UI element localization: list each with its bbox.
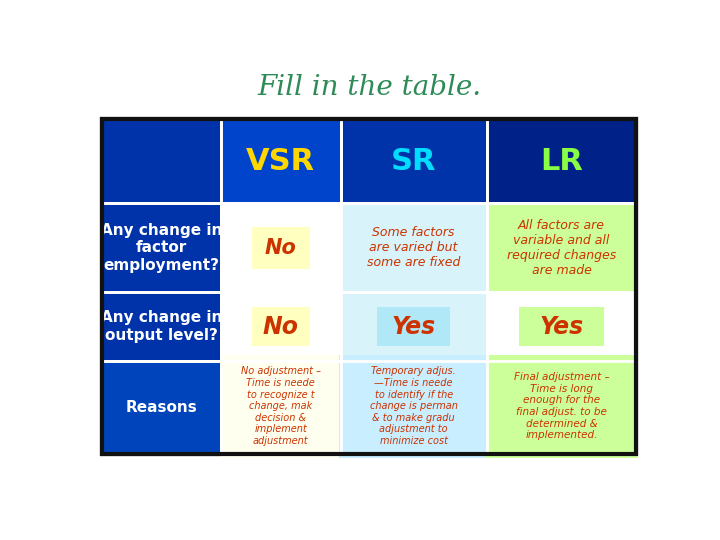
Bar bbox=[377, 307, 450, 346]
Text: Yes: Yes bbox=[539, 315, 584, 339]
Bar bbox=[221, 292, 341, 361]
Bar bbox=[220, 355, 342, 457]
Bar bbox=[102, 361, 221, 454]
Bar bbox=[485, 355, 638, 457]
Bar bbox=[102, 204, 221, 292]
Bar bbox=[252, 226, 310, 269]
Bar bbox=[341, 204, 487, 292]
Text: No: No bbox=[263, 315, 299, 339]
Bar bbox=[221, 119, 341, 204]
Text: Any change in
output level?: Any change in output level? bbox=[101, 310, 222, 343]
Bar bbox=[487, 119, 636, 204]
Bar bbox=[252, 307, 310, 346]
Text: No adjustment –
Time is neede
to recognize t
change, mak
decision &
implement
ad: No adjustment – Time is neede to recogni… bbox=[240, 367, 321, 446]
Bar bbox=[221, 204, 341, 292]
Text: SR: SR bbox=[391, 146, 436, 176]
Bar bbox=[519, 307, 604, 346]
Bar bbox=[341, 119, 487, 204]
Bar bbox=[487, 292, 636, 361]
Bar bbox=[339, 355, 488, 457]
Text: Reasons: Reasons bbox=[125, 400, 197, 415]
Text: Final adjustment –
Time is long
enough for the
final adjust. to be
determined &
: Final adjustment – Time is long enough f… bbox=[513, 372, 609, 440]
Bar bbox=[102, 119, 221, 204]
Text: Temporary adjus.
—Time is neede
to identify if the
change is perman
& to make gr: Temporary adjus. —Time is neede to ident… bbox=[370, 367, 458, 446]
Text: Fill in the table.: Fill in the table. bbox=[257, 75, 481, 102]
Text: VSR: VSR bbox=[246, 146, 315, 176]
Bar bbox=[102, 292, 221, 361]
Text: Any change in
factor
employment?: Any change in factor employment? bbox=[101, 223, 222, 273]
Bar bbox=[487, 204, 636, 292]
Bar bbox=[102, 119, 636, 454]
Text: LR: LR bbox=[540, 146, 583, 176]
Bar bbox=[102, 119, 636, 454]
Text: No: No bbox=[265, 238, 297, 258]
Bar bbox=[102, 119, 636, 204]
Bar bbox=[341, 292, 487, 361]
Text: Some factors
are varied but
some are fixed: Some factors are varied but some are fix… bbox=[367, 226, 460, 269]
Text: All factors are
variable and all
required changes
are made: All factors are variable and all require… bbox=[507, 219, 616, 276]
Text: Yes: Yes bbox=[392, 315, 436, 339]
